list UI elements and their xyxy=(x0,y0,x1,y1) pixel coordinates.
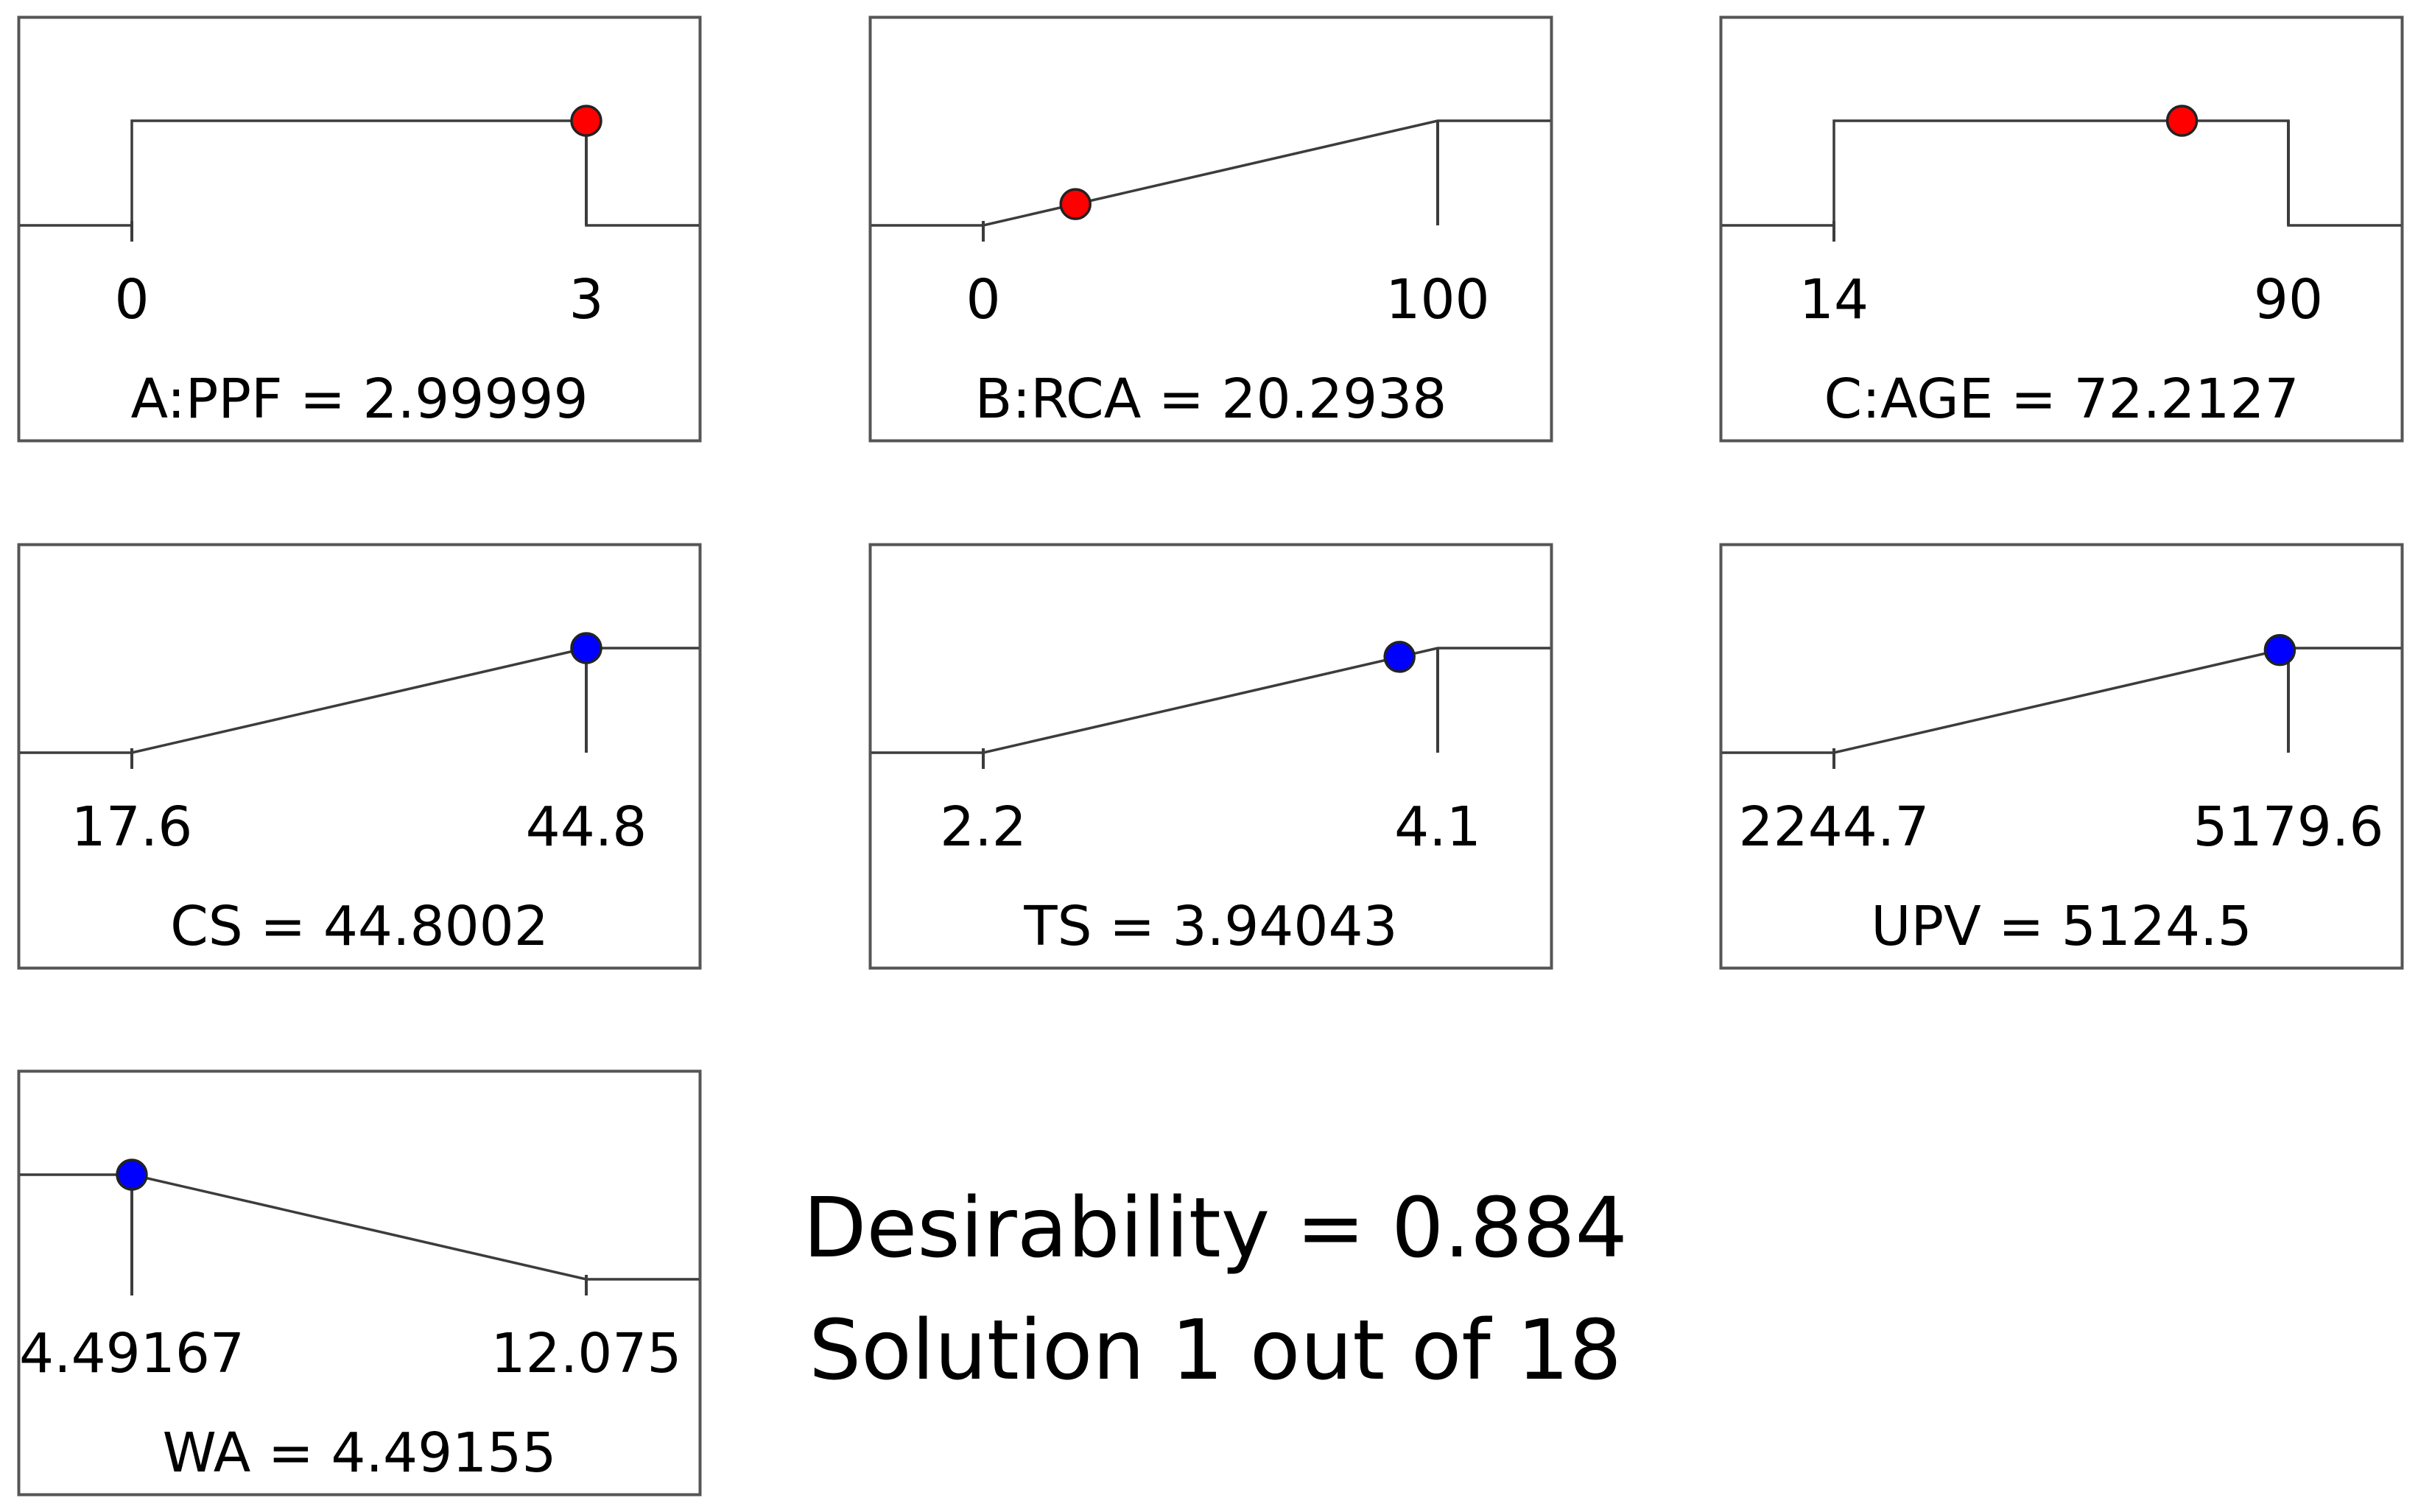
panel-value-label: A:PPF = 2.99999 xyxy=(130,368,588,431)
panel-value-label: CS = 44.8002 xyxy=(170,895,549,958)
high-limit-label: 12.075 xyxy=(491,1322,682,1385)
low-limit-label: 17.6 xyxy=(71,795,193,859)
desirability-value: Desirability = 0.884 xyxy=(803,1181,1628,1276)
panel-value-label: B:RCA = 20.2938 xyxy=(975,368,1447,431)
desirability-curve xyxy=(871,647,1550,754)
response-setting-marker xyxy=(116,1158,148,1191)
factor-setting-marker xyxy=(2165,105,2199,137)
response-setting-marker xyxy=(2263,633,2296,667)
panel-a-ppf: 0 3 A:PPF = 2.99999 xyxy=(17,15,702,443)
desirability-curve xyxy=(20,1173,699,1281)
panel-c-age: 14 90 C:AGE = 72.2127 xyxy=(1719,15,2404,443)
panel-ts: 2.2 4.1 TS = 3.94043 xyxy=(868,543,1553,970)
low-limit-label: 2.2 xyxy=(940,795,1027,859)
high-limit-label: 4.1 xyxy=(1394,795,1481,859)
desirability-curve xyxy=(20,119,699,227)
low-limit-label: 0 xyxy=(114,268,149,331)
response-setting-marker xyxy=(1383,641,1416,673)
low-limit-label: 0 xyxy=(966,268,1000,331)
response-setting-marker xyxy=(570,632,602,664)
low-limit-label: 2244.7 xyxy=(1739,795,1930,859)
panel-wa: 4.49167 12.075 WA = 4.49155 xyxy=(17,1069,702,1497)
desirability-curve xyxy=(1722,119,2401,227)
panel-value-label: TS = 3.94043 xyxy=(1023,895,1397,958)
panel-b-rca: 0 100 B:RCA = 20.2938 xyxy=(868,15,1553,443)
desirability-curve xyxy=(871,119,1550,227)
panel-value-label: C:AGE = 72.2127 xyxy=(1824,368,2299,431)
desirability-curve xyxy=(20,647,699,754)
high-limit-label: 3 xyxy=(569,268,603,331)
high-limit-label: 5179.6 xyxy=(2193,795,2384,859)
panel-cs: 17.6 44.8 CS = 44.8002 xyxy=(17,543,702,970)
low-limit-label: 4.49167 xyxy=(19,1322,245,1385)
solution-counter: Solution 1 out of 18 xyxy=(809,1303,1622,1399)
high-limit-label: 90 xyxy=(2254,268,2323,331)
factor-setting-marker xyxy=(1059,188,1092,220)
panel-upv: 2244.7 5179.6 UPV = 5124.5 xyxy=(1719,543,2404,970)
panel-value-label: WA = 4.49155 xyxy=(163,1421,557,1485)
panel-value-label: UPV = 5124.5 xyxy=(1871,895,2252,958)
low-limit-label: 14 xyxy=(1799,268,1869,331)
desirability-curve xyxy=(1722,647,2401,754)
high-limit-label: 100 xyxy=(1385,268,1489,331)
high-limit-label: 44.8 xyxy=(526,795,647,859)
factor-setting-marker xyxy=(570,105,602,137)
